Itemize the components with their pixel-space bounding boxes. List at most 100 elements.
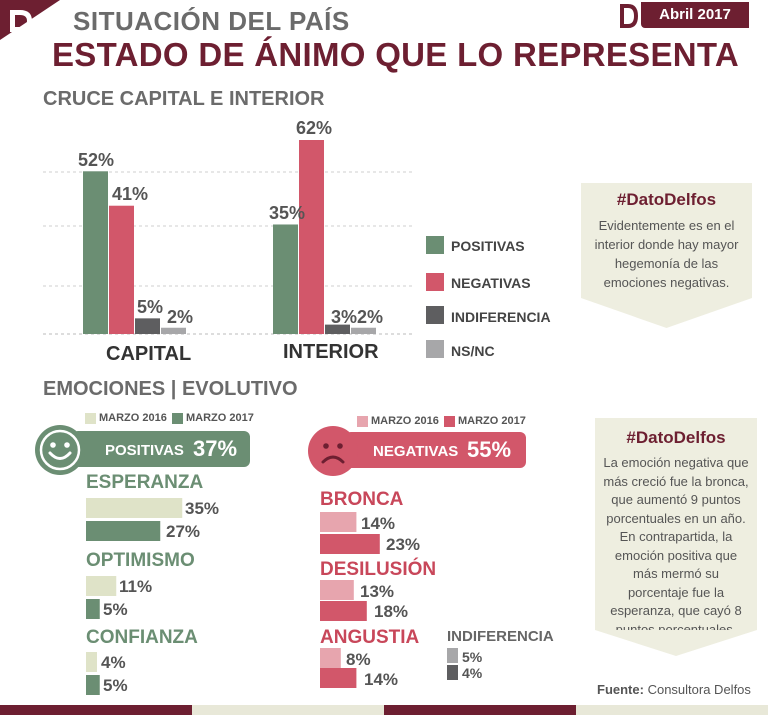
dato-delfos-box-1: #DatoDelfos Evidentemente es en el inter…: [581, 183, 752, 298]
delfos-logo: [6, 6, 36, 36]
confianza-2016-value: 4%: [101, 653, 126, 672]
indiferencia-2017-value: 4%: [462, 665, 483, 681]
source-label: Fuente:: [597, 682, 644, 697]
emotion-label-bronca: BRONCA: [320, 489, 404, 510]
negativas-total-label: NEGATIVAS: [373, 443, 459, 460]
indiferencia-2016-value: 5%: [462, 649, 483, 665]
bar-optimismo-2017: [86, 599, 100, 619]
happy-face-icon: [34, 424, 86, 476]
legend-swatch-negativas: [426, 273, 444, 291]
legend-swatch-2016-neg: [357, 416, 368, 427]
legend-swatch-indiferencia: [426, 306, 444, 324]
dato-box-1-arrow: [581, 298, 752, 328]
source-value: Consultora Delfos: [647, 682, 751, 697]
sad-face-icon: [307, 425, 359, 477]
bronca-2017-value: 23%: [386, 535, 421, 554]
legend-swatch-positivas: [426, 236, 444, 254]
bar-interior-negativas: [299, 140, 324, 334]
legend-label-negativas: NEGATIVAS: [451, 275, 531, 291]
confianza-2017-value: 5%: [103, 676, 128, 695]
bar-capital-nsnc: [161, 327, 186, 334]
emotion-label-optimismo: OPTIMISMO: [86, 550, 195, 571]
dato-box-2-arrow: [595, 630, 757, 656]
dato-delfos-text-1: Evidentemente es en el interior donde ha…: [594, 218, 739, 290]
footer-bar-4: [576, 705, 768, 715]
cruce-section-title: CRUCE CAPITAL E INTERIOR: [43, 88, 325, 110]
dato-delfos-text-2: La emoción negativa que más creció fue l…: [603, 455, 749, 637]
bar-bronca-2016: [320, 512, 357, 532]
evolutivo-bar-chart: [86, 498, 458, 695]
esperanza-2017-value: 27%: [166, 522, 201, 541]
dato-delfos-title-1: #DatoDelfos: [616, 190, 717, 209]
legend-swatch-2016-pos: [85, 413, 96, 424]
emotion-label-esperanza: ESPERANZA: [86, 472, 204, 493]
bar-confianza-2016: [86, 652, 97, 672]
legend-label-2016-pos: MARZO 2016: [99, 412, 167, 424]
bar-indiferencia-2016: [447, 648, 458, 663]
legend-label-2017-neg: MARZO 2017: [458, 415, 526, 427]
emotion-label-confianza: CONFIANZA: [86, 627, 198, 648]
legend-swatch-2017-pos: [172, 413, 183, 424]
dato-delfos-box-2: #DatoDelfos La emoción negativa que más …: [595, 418, 757, 637]
negativas-total-pill: NEGATIVAS 55%: [345, 432, 526, 468]
footer-bar-2: [192, 705, 384, 715]
bar-confianza-2017: [86, 675, 100, 695]
bar-esperanza-2016: [86, 498, 183, 518]
legend-label-2016-neg: MARZO 2016: [371, 415, 439, 427]
source-note: Fuente: Consultora Delfos: [597, 682, 751, 697]
legend-swatch-nsnc: [426, 340, 444, 358]
desilusion-2017-value: 18%: [374, 602, 409, 621]
bar-capital-positivas: [83, 171, 108, 334]
interior-positivas-label: 35%: [268, 203, 306, 223]
date-badge: Abril 2017: [641, 2, 749, 28]
legend-label-positivas: POSITIVAS: [451, 238, 525, 254]
bar-esperanza-2017: [86, 521, 161, 541]
bar-angustia-2017: [320, 668, 357, 688]
angustia-2016-value: 8%: [346, 650, 371, 669]
positivas-total-value: 37%: [193, 436, 238, 461]
desilusion-2016-value: 13%: [360, 582, 395, 601]
optimismo-2017-value: 5%: [103, 600, 128, 619]
cruce-bar-chart: [43, 140, 415, 335]
delfos-small-logo: [618, 3, 640, 29]
capital-indiferencia-label: 5%: [136, 297, 163, 317]
page-title-line1: SITUACIÓN DEL PAÍS: [73, 6, 350, 36]
optimismo-2016-value: 11%: [119, 577, 153, 596]
bar-capital-negativas: [109, 205, 134, 334]
interior-negativas-label: 62%: [295, 118, 333, 138]
bronca-2016-value: 14%: [361, 514, 396, 533]
emotion-label-angustia: ANGUSTIA: [320, 627, 420, 648]
interior-indiferencia-label: 3%: [330, 307, 357, 327]
page-title-line2: ESTADO DE ÁNIMO QUE LO REPRESENTA: [52, 36, 740, 73]
capital-positivas-label: 52%: [77, 150, 115, 170]
bar-optimismo-2016: [86, 576, 117, 596]
bar-capital-indiferencia: [135, 318, 160, 334]
negativas-total-value: 55%: [467, 437, 512, 462]
capital-negativas-label: 41%: [111, 184, 149, 204]
bar-angustia-2016: [320, 648, 341, 668]
legend-label-nsnc: NS/NC: [451, 343, 495, 359]
emotion-label-desilusion: DESILUSIÓN: [320, 559, 437, 580]
legend-swatch-2017-neg: [444, 416, 455, 427]
bar-desilusión-2017: [320, 601, 367, 621]
legend-label-2017-pos: MARZO 2017: [186, 412, 254, 424]
positivas-total-label: POSITIVAS: [105, 442, 184, 459]
legend-label-indiferencia: INDIFERENCIA: [451, 309, 551, 325]
bar-interior-positivas: [273, 224, 298, 334]
bar-desilusión-2016: [320, 580, 354, 600]
capital-nsnc-label: 2%: [166, 307, 193, 327]
footer-bar-3: [384, 705, 576, 715]
evolutivo-section-title: EMOCIONES | EVOLUTIVO: [43, 378, 298, 400]
positivas-total-pill: POSITIVAS 37%: [72, 431, 250, 467]
group-label-interior: INTERIOR: [283, 341, 379, 363]
bar-indiferencia-2017: [447, 665, 458, 680]
angustia-2017-value: 14%: [364, 670, 399, 689]
bar-bronca-2017: [320, 534, 380, 554]
bar-interior-nsnc: [351, 327, 376, 334]
esperanza-2016-value: 35%: [185, 499, 220, 518]
group-label-capital: CAPITAL: [106, 343, 192, 365]
indiferencia-label: INDIFERENCIA: [447, 628, 554, 645]
dato-delfos-title-2: #DatoDelfos: [626, 428, 726, 447]
footer-bar-1: [0, 705, 192, 715]
interior-nsnc-label: 2%: [356, 307, 383, 327]
